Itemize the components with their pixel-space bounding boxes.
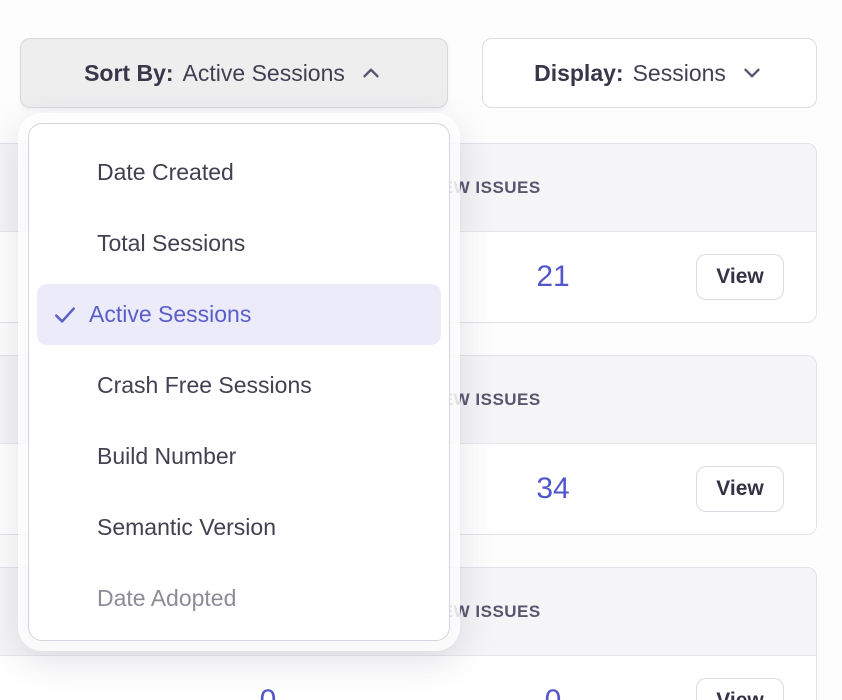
sort-option-semantic-version[interactable]: Semantic Version (37, 492, 441, 563)
metric-value[interactable]: 0 (218, 656, 318, 700)
sort-by-menu: Date Created Total Sessions Active Sessi… (28, 123, 450, 641)
sort-option-date-adopted[interactable]: Date Adopted (37, 563, 441, 634)
sort-option-crash-free-sessions[interactable]: Crash Free Sessions (37, 350, 441, 421)
display-value: Sessions (632, 59, 726, 86)
sort-by-label: Sort By: (84, 59, 174, 86)
new-issues-count[interactable]: 0 (503, 656, 603, 700)
new-issues-column-header: NEW ISSUES (429, 177, 541, 197)
view-button[interactable]: View (696, 678, 784, 700)
new-issues-column-header: NEW ISSUES (429, 601, 541, 621)
sort-option-label: Date Created (97, 159, 234, 185)
sort-option-label: Semantic Version (97, 514, 276, 540)
new-issues-count[interactable]: 34 (536, 472, 570, 505)
sort-option-date-created[interactable]: Date Created (37, 137, 441, 208)
sort-by-value: Active Sessions (182, 59, 345, 86)
display-label: Display: (534, 59, 624, 86)
new-issues-count[interactable]: 21 (536, 260, 570, 293)
display-dropdown-button[interactable]: Display: Sessions (482, 38, 817, 108)
sort-option-label: Date Adopted (97, 585, 237, 611)
sort-option-build-number[interactable]: Build Number (37, 421, 441, 492)
card-body: 0 0 View (0, 656, 816, 700)
sort-option-label: Active Sessions (89, 301, 252, 327)
sort-option-label: Total Sessions (97, 230, 246, 256)
sort-option-label: Build Number (97, 443, 237, 469)
checkmark-icon (51, 301, 79, 329)
sort-by-dropdown-button[interactable]: Sort By: Active Sessions (20, 38, 448, 108)
chevron-up-icon (363, 68, 379, 78)
sort-option-label: Crash Free Sessions (97, 372, 312, 398)
view-button[interactable]: View (696, 254, 784, 300)
sort-option-active-sessions[interactable]: Active Sessions (37, 284, 441, 345)
new-issues-column-header: NEW ISSUES (429, 389, 541, 409)
sort-option-total-sessions[interactable]: Total Sessions (37, 208, 441, 279)
view-button[interactable]: View (696, 466, 784, 512)
chevron-down-icon (744, 68, 760, 78)
